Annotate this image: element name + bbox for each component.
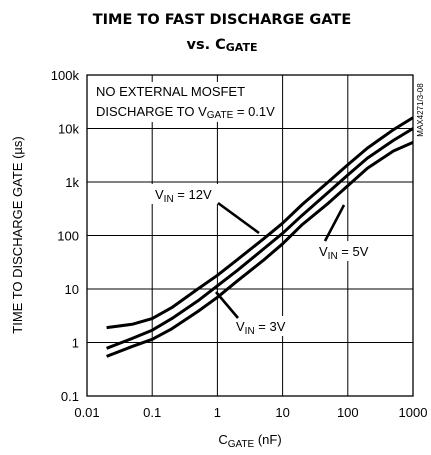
annotation-line-2-subscript: GATE (207, 110, 234, 121)
series-curve-3v (106, 141, 414, 358)
series-label-12v-background (151, 184, 235, 204)
series-label-3v-leader (215, 291, 239, 319)
annotation-line-1: NO EXTERNAL MOSFET (96, 84, 245, 99)
series-label-12v-sub: IN (164, 194, 174, 205)
y-tick-label: 100k (51, 68, 80, 83)
annotation-line-2: DISCHARGE TO VGATE = 0.1V (96, 104, 275, 121)
x-tick-label: 1000 (399, 405, 428, 420)
series-label-5v-main: V (319, 244, 328, 259)
x-tick-label: 0.01 (74, 405, 99, 420)
y-tick-label: 10k (58, 122, 79, 137)
series-label-5v-background (317, 241, 383, 261)
figure-code: MAX4271/3-08 (416, 83, 425, 137)
series-label-5v-leader (323, 204, 346, 242)
chart-title-line-1: TIME TO FAST DISCHARGE GATE (93, 12, 351, 28)
y-axis-label: TIME TO DISCHARGE GATE (µs) (10, 136, 25, 333)
x-axis-label-subscript: GATE (228, 439, 255, 450)
series-label-12v-text: VIN = 12V (155, 187, 212, 205)
annotation-background (91, 82, 271, 122)
x-tick-label: 10 (275, 405, 289, 420)
y-tick-label: 10 (65, 282, 79, 297)
series-label-3v-sub: IN (245, 326, 255, 337)
series-label-3v-background (232, 316, 296, 336)
y-tick-label: 1 (72, 336, 79, 351)
series-label-3v-text: VIN = 3V (236, 319, 286, 337)
annotation-line-2-prefix: DISCHARGE TO V (96, 104, 207, 119)
y-tick-label: 100 (57, 229, 79, 244)
annotation-line-2-suffix: = 0.1V (233, 104, 275, 119)
y-tick-label: 1k (65, 175, 79, 190)
x-axis-label-main: C (218, 432, 227, 447)
x-axis-label: CGATE (nF) (218, 432, 281, 450)
series-label-3v: VIN = 3V (215, 291, 296, 337)
x-tick-label: 0.1 (143, 405, 161, 420)
y-tick-label: 0.1 (61, 389, 79, 404)
chart-title-subscript: GATE (226, 41, 258, 54)
series-label-5v: VIN = 5V (317, 204, 383, 262)
series-label-12v-value: = 12V (174, 187, 212, 202)
series-label-5v-sub: IN (328, 251, 338, 262)
plot-frame (86, 74, 414, 397)
series-label-5v-value: = 5V (338, 244, 369, 259)
series-label-12v-leader (217, 201, 260, 235)
series-label-12v-main: V (155, 187, 164, 202)
series-label-3v-main: V (236, 319, 245, 334)
x-tick-label: 100 (337, 405, 359, 420)
series-curve-5v (106, 127, 414, 350)
x-tick-label: 1 (214, 405, 221, 420)
grid-lines (87, 75, 413, 396)
series-curves (106, 116, 414, 358)
series-label-5v-text: VIN = 5V (319, 244, 369, 262)
chart-title-prefix: vs. C (187, 37, 226, 53)
x-axis-label-unit: (nF) (254, 432, 281, 447)
series-curve-12v (106, 116, 414, 330)
series-label-12v: VIN = 12V (151, 184, 260, 235)
series-label-3v-value: = 3V (255, 319, 286, 334)
chart-title-line-2: vs. CGATE (187, 37, 258, 54)
